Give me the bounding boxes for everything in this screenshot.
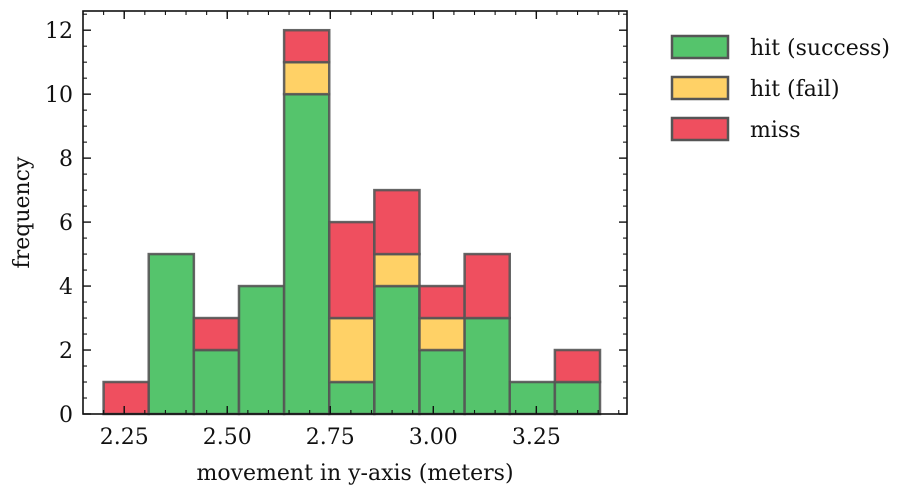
legend-swatch xyxy=(670,75,730,101)
legend-label: hit (fail) xyxy=(750,77,840,102)
bar-miss-bin-5 xyxy=(327,220,376,320)
y-tick-label: 0 xyxy=(59,403,73,428)
legend-swatch xyxy=(670,34,730,60)
bar-hit-success-bin-10 xyxy=(553,380,602,416)
x-tick-label: 3.25 xyxy=(512,425,561,450)
bar-miss-bin-7 xyxy=(418,284,466,320)
bar-hit-success-bin-4 xyxy=(282,92,331,416)
bar-hit-fail-bin-5 xyxy=(327,316,376,384)
bar-hit-fail-bin-7 xyxy=(418,316,466,352)
bar-hit-success-bin-8 xyxy=(463,316,512,416)
x-tick-label: 3.00 xyxy=(409,425,458,450)
bar-hit-success-bin-1 xyxy=(147,252,196,416)
legend-label: hit (success) xyxy=(750,36,890,61)
bar-miss-bin-6 xyxy=(373,188,421,256)
bar-miss-bin-2 xyxy=(192,316,241,352)
y-tick-label: 8 xyxy=(59,147,73,172)
x-tick-label: 2.75 xyxy=(306,425,355,450)
x-tick-label: 2.25 xyxy=(100,425,149,450)
bar-hit-success-bin-2 xyxy=(192,348,241,416)
bar-miss-bin-10 xyxy=(553,348,602,384)
bar-miss-bin-8 xyxy=(463,252,512,320)
bar-miss-bin-4 xyxy=(282,28,331,64)
y-tick-label: 6 xyxy=(59,211,73,236)
bar-hit-fail-bin-4 xyxy=(282,60,331,96)
bar-hit-success-bin-9 xyxy=(508,380,557,416)
bar-hit-success-bin-7 xyxy=(418,348,466,416)
bar-hit-success-bin-5 xyxy=(327,380,376,416)
plot-frame xyxy=(82,10,628,415)
x-axis-title: movement in y-axis (meters) xyxy=(196,461,513,486)
y-axis-title: frequency xyxy=(10,156,35,268)
bar-hit-success-bin-6 xyxy=(373,284,421,416)
y-tick-label: 12 xyxy=(45,19,73,44)
bar-miss-bin-0 xyxy=(102,380,150,416)
bar-hit-fail-bin-6 xyxy=(373,252,421,288)
legend-label: miss xyxy=(750,118,800,143)
y-tick-label: 2 xyxy=(59,339,73,364)
y-tick-label: 10 xyxy=(45,83,73,108)
bar-hit-success-bin-3 xyxy=(237,284,286,416)
y-tick-label: 4 xyxy=(59,275,73,300)
x-tick-label: 2.50 xyxy=(203,425,252,450)
legend-swatch xyxy=(670,116,730,142)
